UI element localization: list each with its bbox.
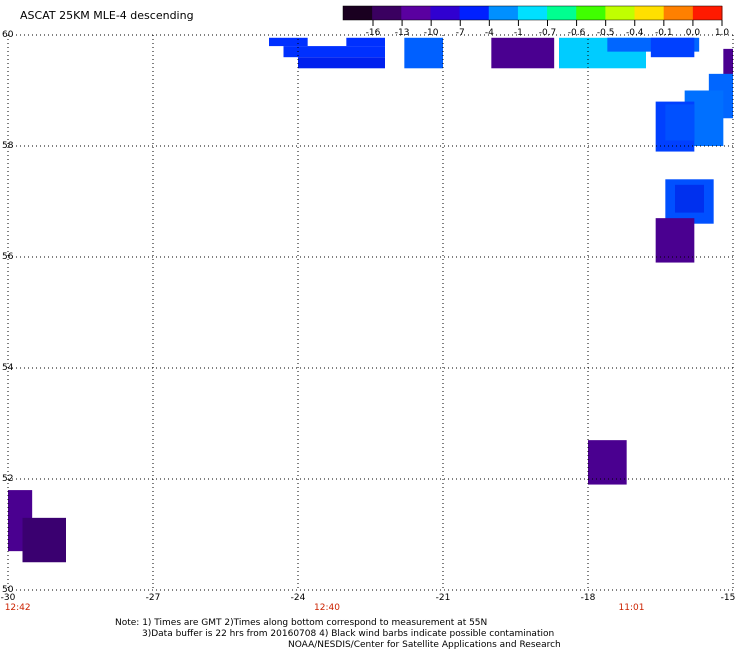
colorbar-segment xyxy=(605,6,636,20)
colorbar-label: -1 xyxy=(513,28,523,38)
colorbar-frame xyxy=(342,5,723,21)
lon-tick-label: -24 xyxy=(290,593,306,603)
colorbar-label: 0.0 xyxy=(685,28,701,38)
colorbar-label: -0.5 xyxy=(596,28,615,38)
colorbar-segment xyxy=(488,6,519,20)
data-cell xyxy=(22,517,66,563)
colorbar-label: -0.7 xyxy=(538,28,557,38)
colorbar-label: -16 xyxy=(365,28,381,38)
lon-tick-label: -18 xyxy=(580,593,596,603)
note-line-2: 3)Data buffer is 22 hrs from 20160708 4)… xyxy=(142,629,555,639)
colorbar-label: -10 xyxy=(423,28,439,38)
colorbar-segment xyxy=(576,6,606,20)
lat-tick-label: 60 xyxy=(2,30,14,40)
colorbar-label: -0.1 xyxy=(655,28,673,38)
colorbar-label: -13 xyxy=(394,28,410,38)
colorbar-segment xyxy=(430,6,461,20)
colorbar-segment xyxy=(517,6,548,20)
colorbar-segment xyxy=(401,6,431,20)
colorbar-segment xyxy=(459,6,490,20)
lon-tick-label: -21 xyxy=(435,593,451,603)
colorbar-label: -0.4 xyxy=(625,28,644,38)
time-label: 11:01 xyxy=(618,603,645,613)
data-cell xyxy=(269,37,308,47)
data-cell xyxy=(404,37,443,69)
colorbar-label: -7 xyxy=(455,28,465,38)
colorbar-segment xyxy=(634,6,665,20)
lon-tick-label: -27 xyxy=(145,593,161,603)
data-cell xyxy=(491,37,555,69)
colorbar-segment xyxy=(343,6,373,20)
time-label: 12:42 xyxy=(4,603,31,613)
colorbar-segment xyxy=(663,6,694,20)
colorbar-segment xyxy=(372,6,402,20)
colorbar-label: 1.0 xyxy=(714,28,730,38)
lat-tick-label: 52 xyxy=(2,474,14,484)
note-line-3: NOAA/NESDIS/Center for Satellite Applica… xyxy=(288,640,561,650)
note-line-1: Note: 1) Times are GMT 2)Times along bot… xyxy=(115,618,488,628)
lat-tick-label: 56 xyxy=(2,252,14,262)
data-cell xyxy=(588,440,627,485)
data-cell xyxy=(346,37,385,47)
lat-tick-label: 58 xyxy=(2,141,14,151)
data-cell xyxy=(283,46,385,58)
data-cell xyxy=(655,218,695,263)
data-cell xyxy=(298,57,385,69)
colorbar-segment xyxy=(547,6,577,20)
lat-tick-label: 54 xyxy=(2,363,14,373)
data-cell xyxy=(675,184,704,213)
lon-tick-label: -15 xyxy=(720,593,736,603)
data-cell xyxy=(723,48,733,85)
lat-tick-label: 50 xyxy=(2,585,14,595)
map-title: ASCAT 25KM MLE-4 descending xyxy=(20,9,194,22)
colorbar-segment xyxy=(692,6,723,20)
data-cell xyxy=(665,104,695,141)
lon-tick-label: -30 xyxy=(0,593,16,603)
colorbar-label: -4 xyxy=(484,28,494,38)
time-label: 12:40 xyxy=(314,603,340,613)
colorbar-label: -0.6 xyxy=(567,28,586,38)
data-cell xyxy=(650,37,695,58)
